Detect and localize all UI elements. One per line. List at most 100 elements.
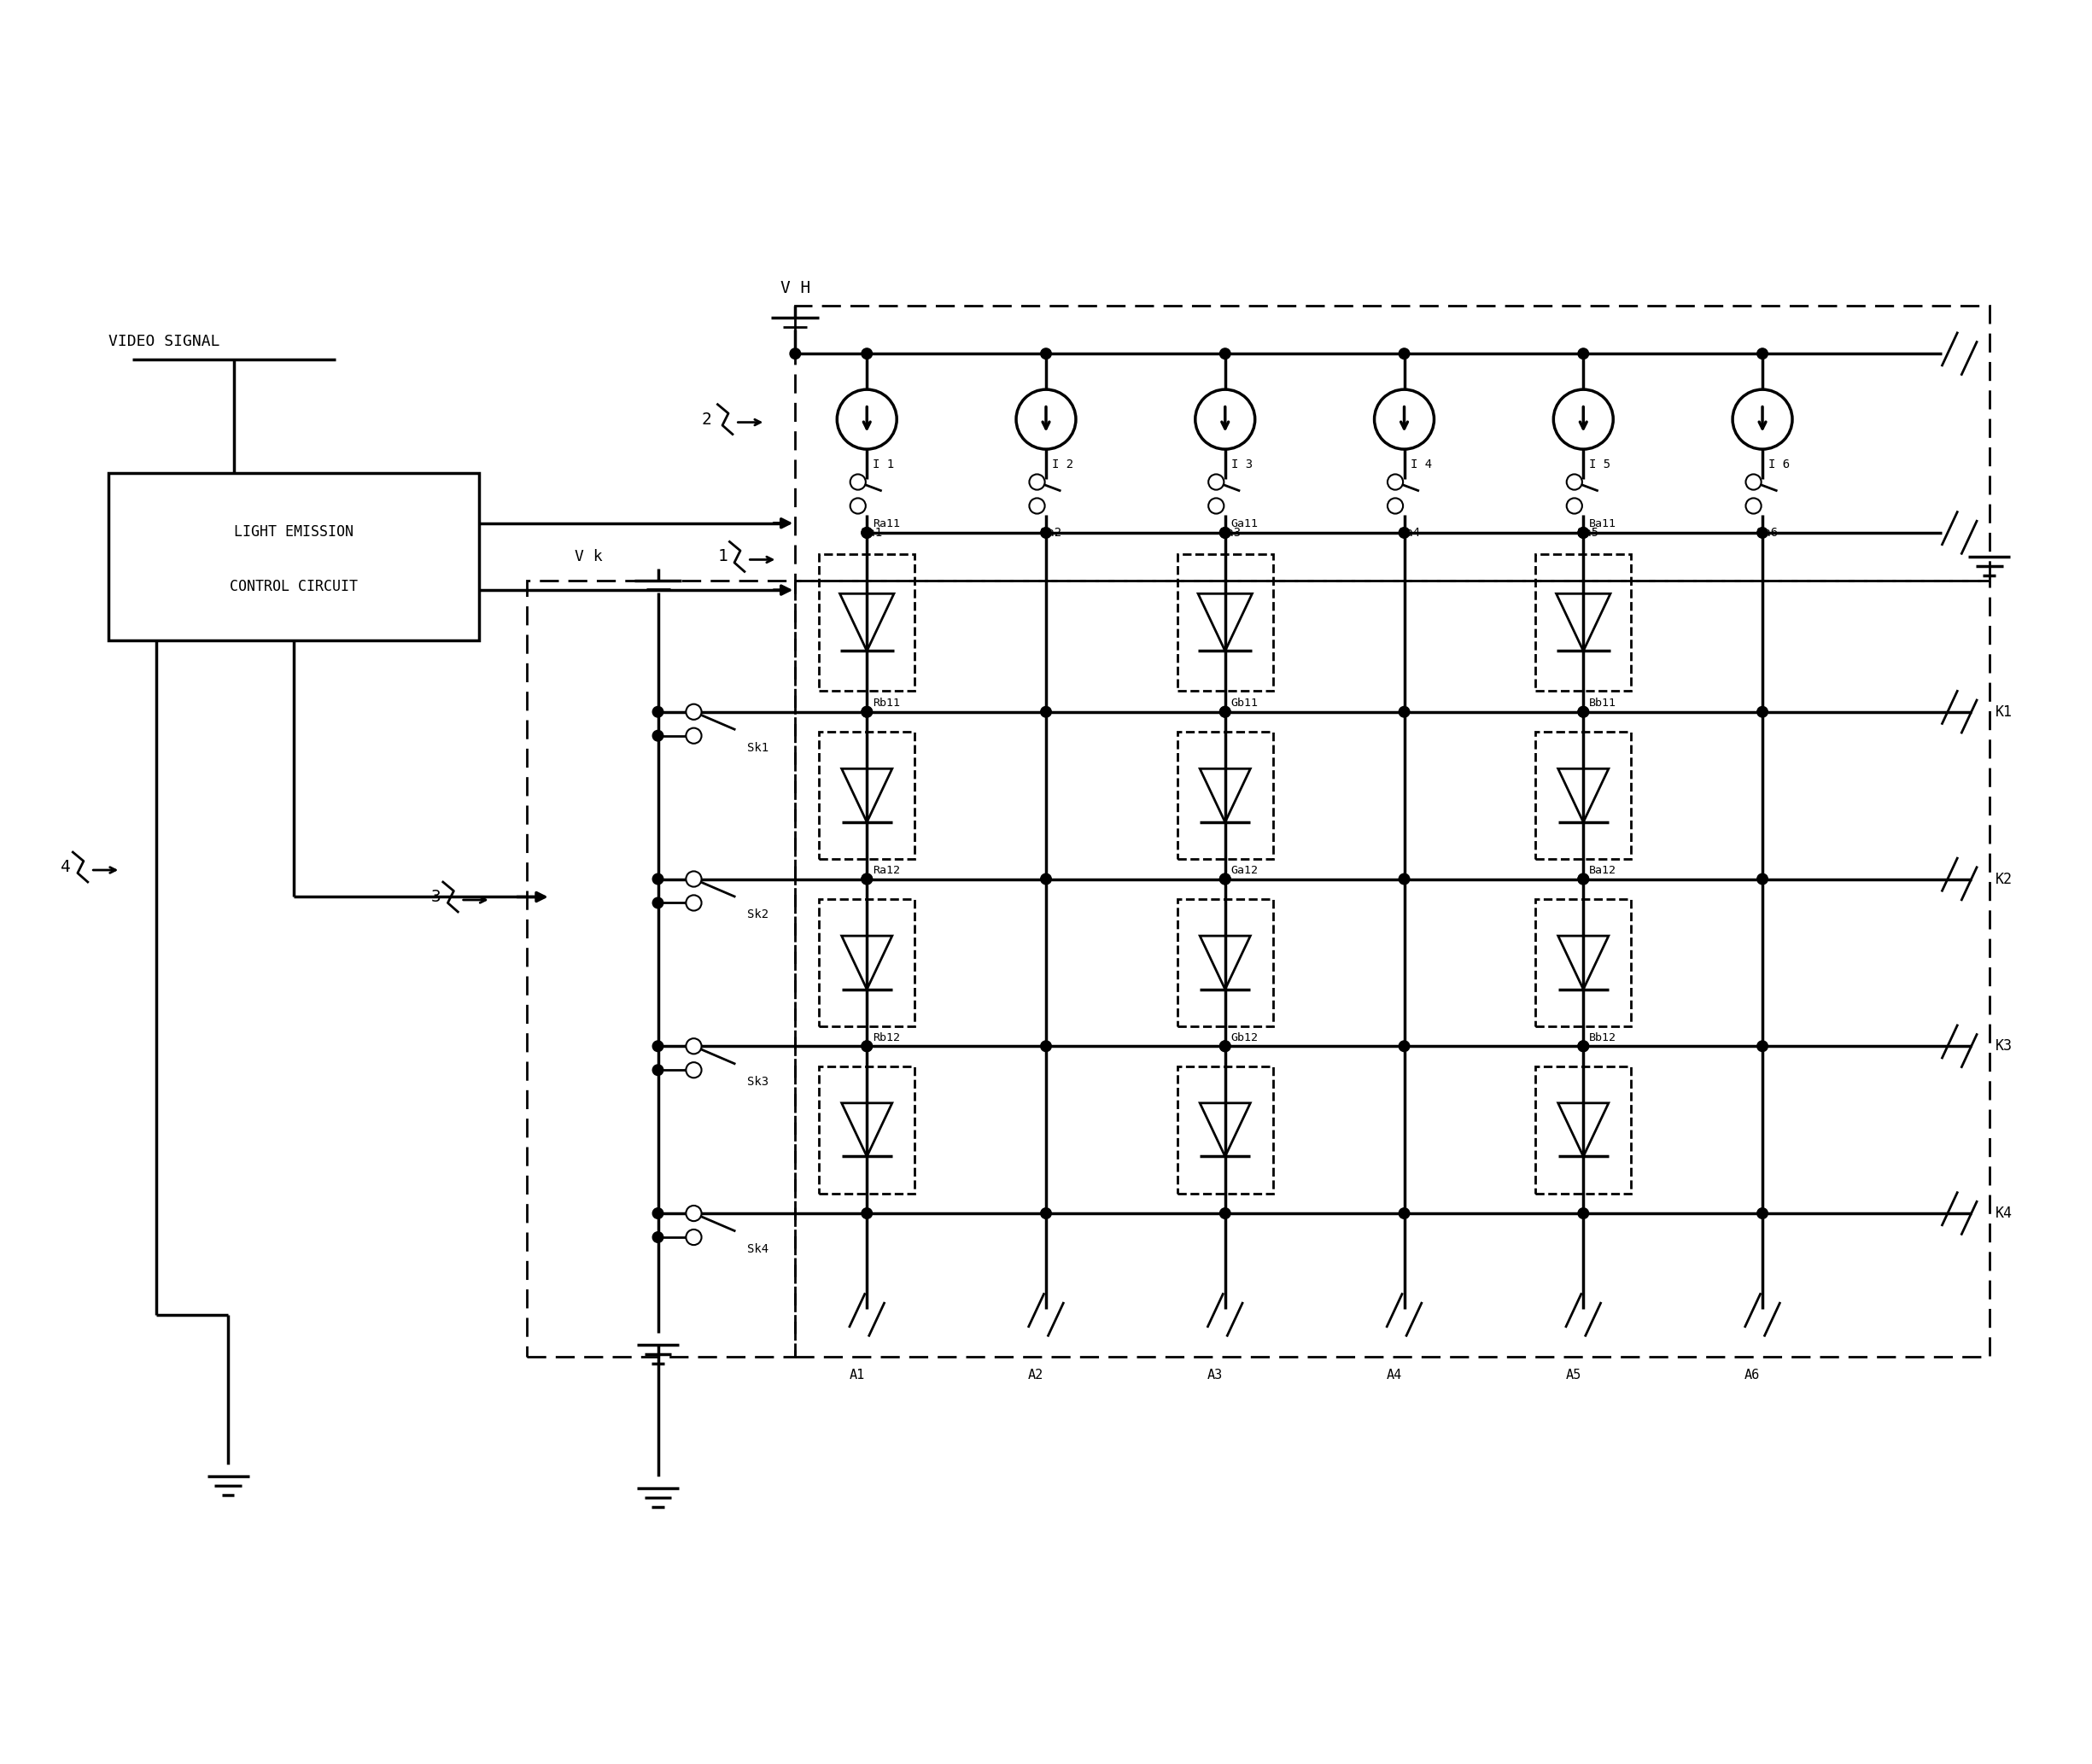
Text: Sk2: Sk2 [747,908,770,921]
Text: Sa3: Sa3 [1220,527,1241,538]
Circle shape [1400,1041,1410,1051]
Circle shape [1757,873,1768,884]
Circle shape [1209,497,1224,513]
Text: A1: A1 [849,1369,864,1381]
Circle shape [653,1208,663,1219]
Text: 2: 2 [701,411,711,427]
Text: I 4: I 4 [1410,459,1431,469]
Circle shape [653,1231,663,1242]
Circle shape [1195,390,1255,450]
Circle shape [1040,348,1052,360]
Circle shape [1220,527,1230,538]
Circle shape [1040,1208,1052,1219]
Text: A3: A3 [1207,1369,1224,1381]
Circle shape [653,898,663,908]
Circle shape [653,707,663,718]
Circle shape [862,707,872,718]
Text: Sa1: Sa1 [862,527,883,538]
Text: 3: 3 [431,889,441,905]
Bar [527,580,795,1357]
Circle shape [1017,390,1075,450]
Circle shape [862,1041,872,1051]
Bar [820,732,914,859]
Bar [795,580,1989,1357]
Circle shape [686,1205,701,1221]
Circle shape [849,475,866,490]
Text: A5: A5 [1565,1369,1582,1381]
Circle shape [1567,475,1582,490]
Text: K3: K3 [1996,1039,2013,1053]
Text: Ba12: Ba12 [1590,864,1617,877]
Circle shape [686,871,701,887]
Bar [109,473,479,640]
Text: 1: 1 [718,549,728,564]
Circle shape [1757,527,1768,538]
Circle shape [686,1039,701,1053]
Bar [1178,732,1272,859]
Bar [795,305,1989,580]
Circle shape [1040,1041,1052,1051]
Bar [1178,900,1272,1027]
Circle shape [653,873,663,884]
Bar [820,554,914,690]
Circle shape [1400,1208,1410,1219]
Text: A2: A2 [1027,1369,1044,1381]
Circle shape [791,348,801,360]
Circle shape [1040,707,1052,718]
Circle shape [1387,497,1404,513]
Circle shape [1220,1041,1230,1051]
Bar [1178,554,1272,690]
Circle shape [1577,873,1588,884]
Text: Sk3: Sk3 [747,1076,770,1088]
Circle shape [1220,873,1230,884]
Circle shape [686,1062,701,1078]
Circle shape [1554,390,1613,450]
Circle shape [1209,475,1224,490]
Circle shape [1029,475,1044,490]
Circle shape [1577,1208,1588,1219]
Text: Sa2: Sa2 [1040,527,1061,538]
Circle shape [653,1065,663,1076]
Text: I 3: I 3 [1230,459,1253,469]
Circle shape [653,1041,663,1051]
Circle shape [1577,707,1588,718]
Circle shape [686,1230,701,1245]
Circle shape [862,1208,872,1219]
Circle shape [1577,527,1588,538]
Circle shape [862,873,872,884]
Text: K1: K1 [1996,704,2013,720]
Text: VIDEO SIGNAL: VIDEO SIGNAL [109,333,220,349]
Text: CONTROL CIRCUIT: CONTROL CIRCUIT [230,579,358,594]
Text: Ra11: Ra11 [872,519,900,529]
Circle shape [1577,527,1588,538]
Text: Sk1: Sk1 [747,741,770,753]
Text: Ba11: Ba11 [1590,519,1617,529]
Circle shape [653,730,663,741]
Circle shape [1374,390,1435,450]
Text: K4: K4 [1996,1205,2013,1221]
Circle shape [686,729,701,743]
Bar [1178,1065,1272,1192]
Bar [820,900,914,1027]
Circle shape [849,497,866,513]
Text: I 2: I 2 [1052,459,1073,469]
Circle shape [1577,707,1588,718]
Circle shape [862,348,872,360]
Text: Bb11: Bb11 [1590,699,1617,709]
Circle shape [1400,527,1410,538]
Circle shape [1220,707,1230,718]
Text: I 5: I 5 [1590,459,1611,469]
Circle shape [686,894,701,910]
Circle shape [1757,707,1768,718]
Circle shape [862,707,872,718]
Circle shape [1400,873,1410,884]
Text: Sa4: Sa4 [1397,527,1420,538]
Circle shape [1400,348,1410,360]
Bar [1536,554,1632,690]
Circle shape [1220,1208,1230,1219]
Text: LIGHT EMISSION: LIGHT EMISSION [234,524,354,540]
Text: I 6: I 6 [1768,459,1791,469]
Circle shape [1040,527,1052,538]
Circle shape [1220,527,1230,538]
Text: Sa6: Sa6 [1757,527,1778,538]
